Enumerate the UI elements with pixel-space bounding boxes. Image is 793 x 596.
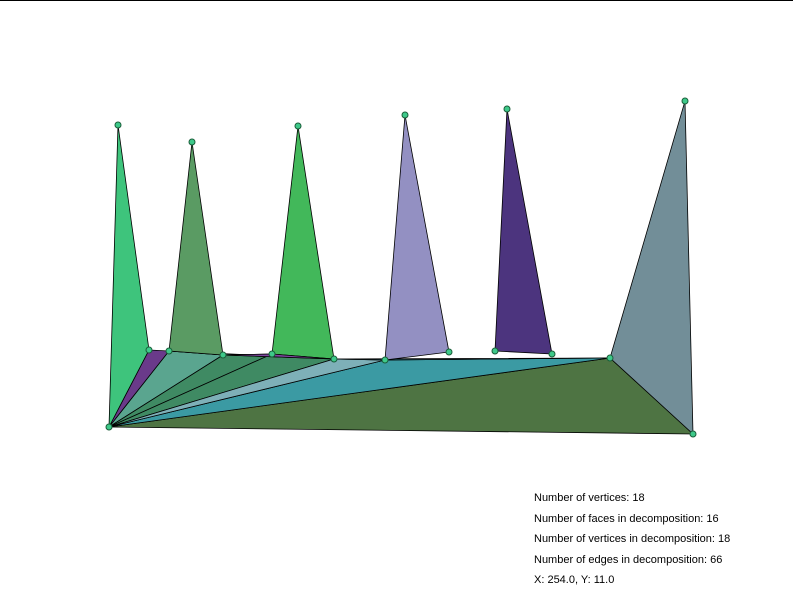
vertex-handle-10[interactable] bbox=[401, 111, 409, 119]
face-count-label: Number of faces in decomposition: 16 bbox=[534, 512, 719, 525]
vertex-handle-4[interactable] bbox=[188, 138, 196, 146]
face-10 bbox=[168, 141, 224, 356]
vertex-handle-14[interactable] bbox=[548, 350, 556, 358]
vertex-handle-15[interactable] bbox=[606, 354, 614, 362]
statistics-panel: Number of vertices: 18 Number of faces i… bbox=[534, 488, 730, 591]
face-14 bbox=[609, 100, 694, 435]
vertex-handle-17[interactable] bbox=[689, 430, 697, 438]
vertex-handle-0[interactable] bbox=[105, 423, 113, 431]
vertex-handle-6[interactable] bbox=[268, 350, 276, 358]
vertex-handle-1[interactable] bbox=[145, 346, 153, 354]
vertex-handle-12[interactable] bbox=[491, 347, 499, 355]
vertex-handle-11[interactable] bbox=[445, 348, 453, 356]
vertex-handle-9[interactable] bbox=[381, 356, 389, 364]
faces-layer bbox=[108, 100, 694, 435]
vertex-handle-8[interactable] bbox=[330, 355, 338, 363]
face-9 bbox=[108, 124, 150, 428]
vertex-handle-5[interactable] bbox=[219, 351, 227, 359]
face-6 bbox=[333, 357, 611, 361]
cursor-coordinates-label: X: 254.0, Y: 11.0 bbox=[534, 574, 615, 586]
face-12 bbox=[384, 114, 450, 361]
vertex-handle-16[interactable] bbox=[681, 97, 689, 105]
vertex-handle-3[interactable] bbox=[165, 347, 173, 355]
face-15 bbox=[222, 353, 335, 360]
top-border bbox=[0, 0, 793, 1]
vertex-count-label: Number of vertices: 18 bbox=[534, 492, 645, 504]
vertex-handle-2[interactable] bbox=[114, 121, 122, 129]
decomposition-edge-count-label: Number of edges in decomposition: 66 bbox=[534, 553, 723, 566]
vertex-handle-13[interactable] bbox=[503, 105, 511, 113]
face-11 bbox=[271, 125, 335, 360]
decomposition-vertex-count-label: Number of vertices in decomposition: 18 bbox=[534, 533, 731, 545]
face-13 bbox=[494, 108, 553, 355]
vertices-layer bbox=[105, 97, 697, 438]
vertex-handle-7[interactable] bbox=[294, 122, 302, 130]
